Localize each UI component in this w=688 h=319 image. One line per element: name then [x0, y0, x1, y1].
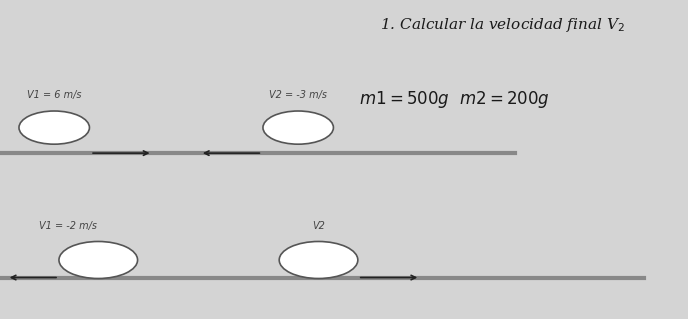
Circle shape	[263, 111, 334, 144]
Circle shape	[19, 111, 89, 144]
Circle shape	[59, 241, 138, 278]
Text: $m1 = 500g$  $m2 = 200g$: $m1 = 500g$ $m2 = 200g$	[359, 89, 550, 110]
Text: 1. Calcular la velocidad final V$_{2}$: 1. Calcular la velocidad final V$_{2}$	[380, 16, 625, 34]
Text: V1 = -2 m/s: V1 = -2 m/s	[39, 221, 97, 231]
Text: V1 = 6 m/s: V1 = 6 m/s	[27, 91, 81, 100]
Text: V2 = -3 m/s: V2 = -3 m/s	[269, 91, 327, 100]
Text: V2: V2	[312, 221, 325, 231]
Circle shape	[279, 241, 358, 278]
